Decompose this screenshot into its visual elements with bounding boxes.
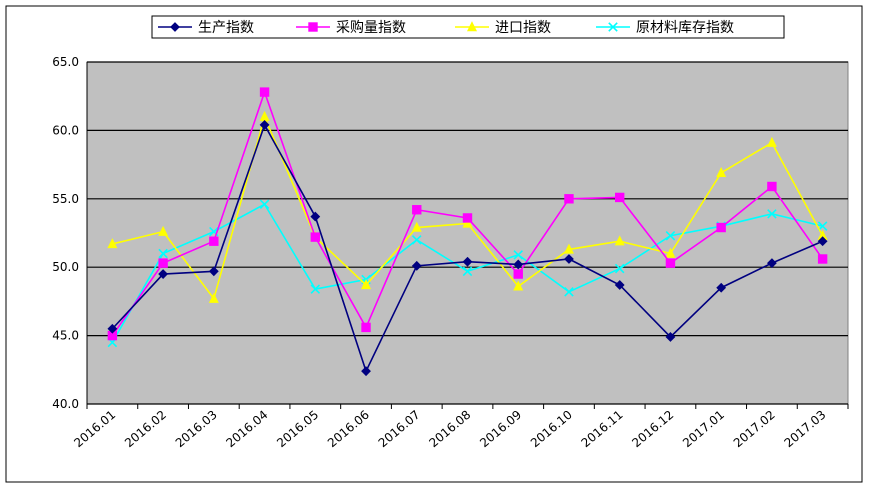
plot-area — [86, 61, 849, 405]
legend-marker — [308, 22, 318, 32]
data-point — [513, 280, 524, 291]
data-point — [107, 323, 118, 334]
series-lines — [107, 87, 828, 377]
data-point — [513, 269, 523, 279]
y-tick-label: 50.0 — [52, 260, 79, 274]
data-point — [563, 243, 574, 254]
data-point — [564, 194, 574, 204]
data-point — [361, 322, 371, 333]
data-point — [259, 120, 270, 130]
data-point — [462, 266, 473, 277]
data-point — [158, 269, 169, 279]
legend-marker — [608, 22, 618, 32]
data-point — [767, 209, 777, 219]
data-point — [259, 199, 270, 210]
data-point — [209, 236, 219, 246]
legend-entry: 进口指数 — [455, 20, 551, 36]
y-tick-label: 45.0 — [52, 329, 79, 343]
data-point — [665, 230, 676, 241]
legend-marker — [170, 22, 180, 32]
data-point — [665, 258, 676, 268]
data-point — [259, 87, 270, 97]
data-point — [614, 280, 625, 290]
data-point — [411, 221, 422, 232]
legend-entry: 原材料库存指数 — [596, 20, 734, 36]
data-point — [615, 192, 625, 203]
legend-entry: 生产指数 — [158, 20, 254, 36]
y-tick-label: 65.0 — [52, 55, 79, 69]
data-point — [513, 250, 523, 260]
data-point — [310, 284, 321, 294]
data-point — [817, 254, 828, 264]
data-point — [766, 136, 777, 147]
data-point — [716, 222, 726, 233]
y-tick-label: 60.0 — [52, 123, 79, 137]
legend-label: 进口指数 — [495, 20, 551, 36]
y-tick-label: 55.0 — [52, 192, 79, 206]
legend-label: 采购量指数 — [336, 20, 406, 36]
y-tick-label: 40.0 — [52, 397, 79, 411]
data-point — [310, 211, 321, 222]
data-point — [564, 254, 574, 264]
legend-label: 生产指数 — [198, 20, 254, 36]
data-point — [208, 292, 219, 303]
data-point — [767, 181, 777, 192]
data-point — [412, 235, 422, 245]
data-point — [462, 213, 473, 223]
data-point — [361, 366, 371, 377]
data-point — [817, 236, 828, 247]
data-point — [766, 258, 777, 269]
data-point — [208, 266, 219, 277]
data-point — [310, 232, 321, 242]
axes — [86, 62, 849, 409]
data-point — [665, 332, 676, 342]
data-point — [513, 259, 524, 270]
data-point — [614, 263, 625, 274]
legend-label: 原材料库存指数 — [636, 20, 734, 36]
data-point — [158, 258, 168, 268]
data-point — [462, 256, 473, 267]
data-point — [462, 217, 473, 228]
data-point — [412, 205, 422, 215]
series-2 — [107, 87, 828, 341]
data-point — [564, 287, 574, 297]
legend-entry: 采购量指数 — [296, 20, 406, 36]
data-point — [361, 279, 372, 290]
data-point — [107, 238, 118, 249]
legend: 生产指数 采购量指数 进口指数 原材料库存指数 — [151, 15, 785, 39]
legend-marker — [466, 21, 478, 32]
data-point — [158, 248, 168, 259]
data-point — [665, 247, 676, 258]
series-1 — [107, 120, 828, 377]
data-point — [614, 235, 625, 246]
data-point — [411, 260, 422, 271]
data-point — [158, 225, 169, 236]
y-tick-labels: 40.0 45.0 50.0 55.0 60.0 65.0 — [52, 55, 79, 411]
data-point — [716, 282, 727, 293]
data-point — [716, 166, 727, 178]
